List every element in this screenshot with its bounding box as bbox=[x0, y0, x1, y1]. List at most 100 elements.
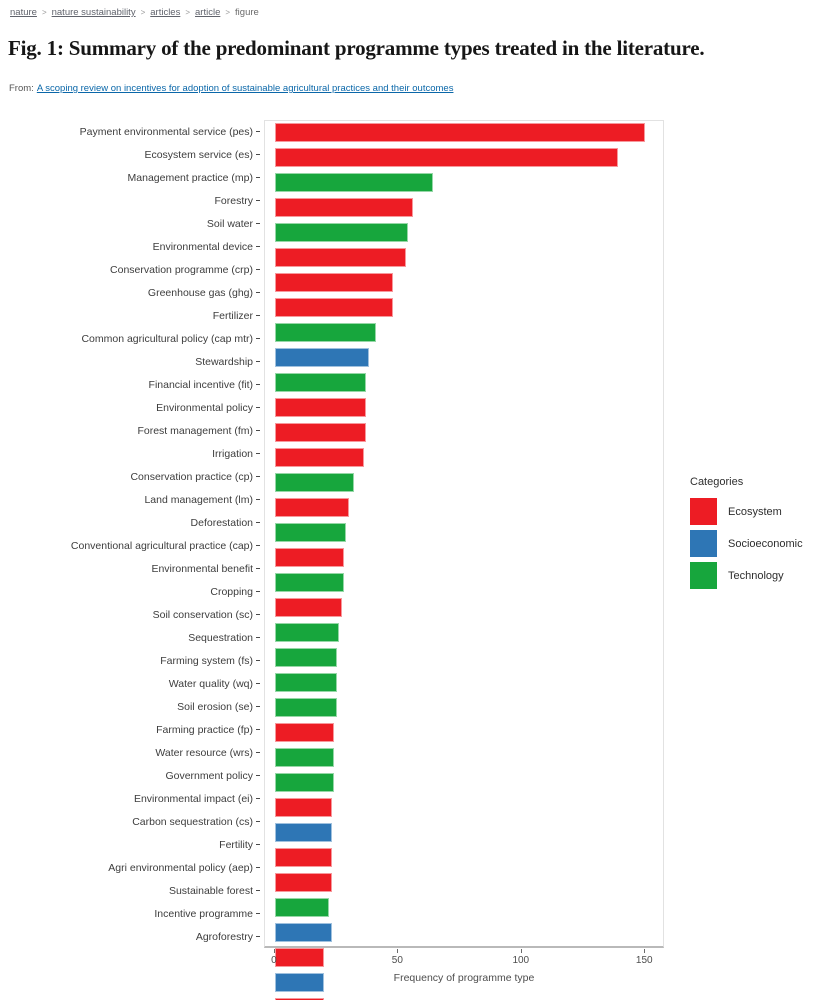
bar bbox=[274, 773, 335, 792]
bar bbox=[274, 523, 347, 542]
bar-row bbox=[265, 923, 663, 946]
x-tick-mark bbox=[273, 949, 275, 953]
x-tick-mark bbox=[520, 949, 522, 953]
bar bbox=[274, 673, 337, 692]
y-axis-tick-label: Environmental benefit bbox=[151, 562, 253, 575]
y-tick-mark bbox=[256, 499, 260, 500]
bar-row bbox=[265, 398, 663, 421]
bar-row bbox=[265, 473, 663, 496]
bar-row bbox=[265, 848, 663, 871]
y-axis-tick-label: Agroforestry bbox=[195, 930, 253, 943]
y-tick-mark bbox=[256, 545, 260, 546]
from-label: From: bbox=[9, 83, 34, 94]
bar bbox=[274, 648, 337, 667]
y-axis-tick-label: Water resource (wrs) bbox=[155, 746, 253, 759]
bar-row bbox=[265, 523, 663, 546]
breadcrumb-link-nature[interactable]: nature bbox=[10, 7, 37, 18]
bar-row bbox=[265, 323, 663, 346]
bar bbox=[274, 548, 344, 567]
breadcrumb-separator: > bbox=[140, 8, 146, 17]
y-tick-mark bbox=[256, 706, 260, 707]
breadcrumb-link-journal[interactable]: nature sustainability bbox=[51, 7, 136, 18]
y-axis-tick-label: Stewardship bbox=[195, 355, 253, 368]
y-axis-tick-label: Agri environmental policy (aep) bbox=[108, 861, 253, 874]
bar bbox=[274, 423, 367, 442]
legend-swatch bbox=[690, 562, 717, 589]
bar bbox=[274, 223, 409, 242]
chart-legend: Categories Ecosystem Socioeconomic Technol… bbox=[690, 476, 803, 594]
bar bbox=[274, 198, 414, 217]
bar-row bbox=[265, 198, 663, 221]
x-tick-label: 0 bbox=[271, 955, 277, 966]
y-tick-mark bbox=[256, 361, 260, 362]
y-axis-tick-label: Management practice (mp) bbox=[127, 171, 253, 184]
bar bbox=[274, 973, 325, 992]
y-axis-tick-label: Payment environmental service (pes) bbox=[79, 125, 253, 138]
bar bbox=[274, 798, 332, 817]
y-axis-tick-label: Environmental impact (ei) bbox=[133, 792, 253, 805]
y-axis-tick-label: Greenhouse gas (ghg) bbox=[147, 286, 253, 299]
article-link[interactable]: A scoping review on incentives for adopt… bbox=[36, 83, 454, 94]
bar-row bbox=[265, 948, 663, 971]
bar-row bbox=[265, 248, 663, 271]
y-tick-mark bbox=[256, 591, 260, 592]
bar-row bbox=[265, 498, 663, 521]
y-tick-mark bbox=[256, 200, 260, 201]
legend-label: Ecosystem bbox=[728, 505, 782, 518]
bar bbox=[274, 923, 332, 942]
bar-row bbox=[265, 298, 663, 321]
y-tick-mark bbox=[256, 223, 260, 224]
y-tick-mark bbox=[256, 683, 260, 684]
legend-label: Socioeconomic bbox=[728, 537, 803, 550]
y-axis-tick-label: Soil water bbox=[206, 217, 253, 230]
bar-row bbox=[265, 423, 663, 446]
bar bbox=[274, 998, 325, 1000]
bar bbox=[274, 698, 337, 717]
y-tick-mark bbox=[256, 660, 260, 661]
bar bbox=[274, 173, 433, 192]
plot-panel bbox=[264, 120, 664, 1000]
bar bbox=[274, 623, 340, 642]
y-tick-mark bbox=[256, 177, 260, 178]
breadcrumb-separator: > bbox=[185, 8, 191, 17]
bar-row bbox=[265, 448, 663, 471]
breadcrumb-current-figure: figure bbox=[235, 7, 259, 18]
y-axis-tick-label: Farming system (fs) bbox=[160, 654, 253, 667]
y-tick-mark bbox=[256, 890, 260, 891]
legend-item: Socioeconomic bbox=[690, 530, 803, 557]
y-tick-mark bbox=[256, 246, 260, 247]
bar bbox=[274, 848, 332, 867]
breadcrumb-separator: > bbox=[225, 8, 231, 17]
breadcrumb-link-articles[interactable]: articles bbox=[150, 7, 181, 18]
bar-row bbox=[265, 798, 663, 821]
bar bbox=[274, 873, 332, 892]
bar bbox=[274, 948, 325, 967]
y-axis-tick-label: Environmental device bbox=[152, 240, 253, 253]
y-axis-tick-label: Common agricultural policy (cap mtr) bbox=[81, 332, 253, 345]
y-axis-tick-label: Sequestration bbox=[188, 631, 253, 644]
y-axis-tick-label: Conservation practice (cp) bbox=[130, 470, 253, 483]
y-axis-tick-label: Conventional agricultural practice (cap) bbox=[70, 539, 253, 552]
bar bbox=[274, 148, 619, 167]
y-axis-tick-label: Irrigation bbox=[212, 447, 253, 460]
bar-row bbox=[265, 223, 663, 246]
bar-row bbox=[265, 723, 663, 746]
breadcrumb-link-article[interactable]: article bbox=[195, 7, 221, 18]
bar-row bbox=[265, 748, 663, 771]
bar-row bbox=[265, 548, 663, 571]
y-tick-mark bbox=[256, 729, 260, 730]
y-tick-mark bbox=[256, 752, 260, 753]
y-tick-mark bbox=[256, 292, 260, 293]
bar bbox=[274, 298, 394, 317]
bar bbox=[274, 273, 394, 292]
y-axis-tick-label: Sustainable forest bbox=[168, 884, 253, 897]
bar bbox=[274, 323, 377, 342]
bar bbox=[274, 748, 335, 767]
y-tick-mark bbox=[256, 430, 260, 431]
bar bbox=[274, 573, 344, 592]
bar-row bbox=[265, 998, 663, 1000]
bar bbox=[274, 248, 406, 267]
y-tick-mark bbox=[256, 867, 260, 868]
figure-title: Fig. 1: Summary of the predominant progr… bbox=[8, 36, 705, 60]
y-tick-mark bbox=[256, 637, 260, 638]
